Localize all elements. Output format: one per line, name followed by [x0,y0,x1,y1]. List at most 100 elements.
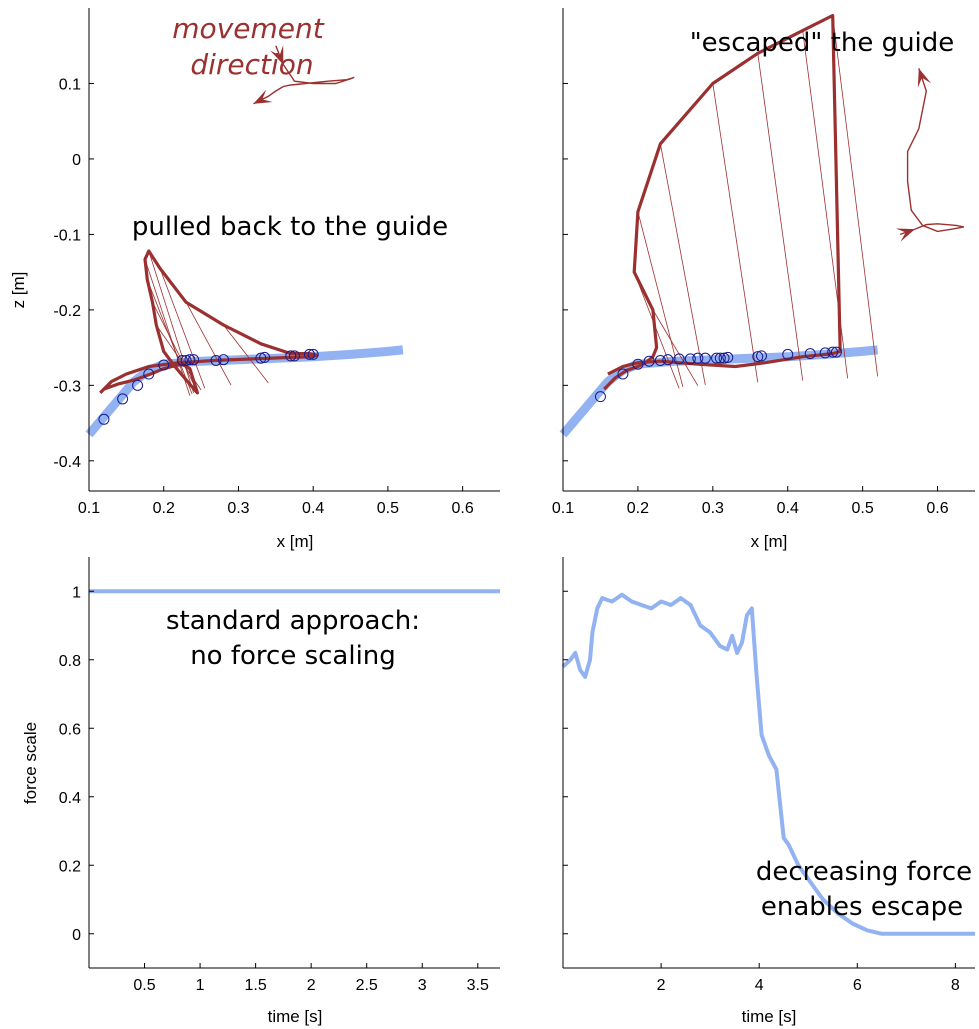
y-tick-label: 1 [72,584,81,601]
trajectory-marker [303,348,315,360]
x-tick-label: 0.1 [78,500,100,517]
x-tick-label: 8 [951,977,960,994]
annotation-no-force-scaling: no force scaling [190,641,396,671]
x-tick-label: 0.4 [302,500,324,517]
trajectory-marker [184,354,196,366]
x-tick-label: 0.4 [777,500,799,517]
trajectory-marker [143,368,155,380]
annotation-pulled-back: pulled back to the guide [132,212,448,242]
x-tick-label: 2 [307,977,316,994]
x-tick-label: 0.5 [852,500,874,517]
force-line-layer [561,592,975,936]
x-ticks: 0.1 0.2 0.3 0.4 0.5 0.6 [552,486,949,517]
hatch-line [146,279,193,395]
annotation-direction: direction [190,48,313,81]
x-axis-label: time [s] [268,1007,323,1026]
trajectory-marker [643,355,655,367]
hatch-layer [144,250,269,396]
hatch-line [757,53,804,381]
inset-layer [253,45,355,105]
trajectory-marker [188,354,200,366]
force-scale-line [561,592,975,936]
trajectory-layer [603,13,842,391]
annotation-escaped: "escaped" the guide [690,28,955,58]
hatch-line [637,211,684,387]
y-tick-label: -0.4 [53,454,81,471]
panel-top-left: 0.1 0.2 0.3 0.4 0.5 0.6 0.10-0.1-0.2-0.3-0.4 … [9,8,500,551]
x-tick-label: 1 [196,977,205,994]
y-tick-label: 0 [72,152,81,169]
trajectory-marker [756,350,768,362]
x-tick-label: 0.2 [627,500,649,517]
hatch-line [712,83,759,383]
y-tick-label: 0.6 [59,721,81,738]
trajectory-marker [632,358,644,370]
trajectory-layer [99,249,319,395]
direction-arrowhead [895,228,916,242]
y-ticks [563,590,568,935]
guide-path [85,345,404,438]
hatch-line [223,324,269,384]
hatch-line [659,143,706,386]
y-tick-label: -0.2 [53,303,81,320]
y-axis-label: z [m] [9,272,28,309]
x-tick-label: 3.5 [467,977,489,994]
trajectory-marker [594,391,606,403]
trajectory-marker [782,348,794,360]
trajectory-marker [684,353,696,365]
trajectory-marker [714,352,726,364]
guide-layer [559,345,879,438]
trajectory-marker [285,350,297,362]
trajectory-path [99,249,319,395]
trajectory-marker [711,352,723,364]
trajectory-marker [158,359,170,371]
hatch-line [152,302,198,392]
hatch-line [832,15,879,377]
trajectory-marker [827,346,839,358]
y-ticks: 1 0.8 0.6 0.4 0.2 0 [59,584,94,944]
markers-layer [98,348,319,425]
trajectory-marker [98,413,110,425]
direction-inset-path [253,45,355,105]
trajectory-marker [830,346,842,358]
trajectory-marker [218,354,230,366]
y-tick-label: -0.1 [53,227,81,244]
x-tick-label: 1.5 [244,977,266,994]
hatch-line [148,250,194,394]
guide-path [559,345,879,438]
annotation-standard-approach: standard approach: [166,606,420,636]
trajectory-marker [117,393,129,405]
x-tick-label: 0.1 [552,500,574,517]
direction-arrowhead [917,68,932,88]
x-ticks: 0.5 1 1.5 2 2.5 3 3.5 [133,963,489,994]
trajectory-marker [662,354,674,366]
x-tick-label: 2 [657,977,666,994]
y-tick-label: 0.8 [59,653,81,670]
x-ticks: 2 4 6 8 [657,963,960,994]
x-tick-label: 6 [853,977,862,994]
hatch-line [159,268,206,389]
y-tick-label: 0.4 [59,790,81,807]
trajectory-marker [819,347,831,359]
direction-inset-path [899,68,964,236]
hatch-line [185,302,232,386]
annotation-movement: movement [172,12,324,45]
trajectory-marker [180,354,192,366]
x-tick-label: 2.5 [356,977,378,994]
trajectory-marker [176,354,188,366]
y-tick-label: 0.2 [59,858,81,875]
x-tick-label: 0.6 [452,500,474,517]
direction-arrowhead [253,89,273,104]
trajectory-marker [259,351,271,363]
x-ticks: 0.1 0.2 0.3 0.4 0.5 0.6 [78,486,474,517]
x-tick-label: 4 [755,977,764,994]
trajectory-marker [752,351,764,363]
trajectory-marker [804,348,816,360]
y-tick-label: -0.3 [53,378,81,395]
x-tick-label: 0.5 [133,977,155,994]
trajectory-marker [617,368,629,380]
trajectory-marker [718,352,730,364]
x-tick-label: 0.5 [377,500,399,517]
markers-layer [594,346,842,403]
y-ticks: 0.1 0 -0.1 -0.2 -0.3 -0.4 [53,76,94,471]
